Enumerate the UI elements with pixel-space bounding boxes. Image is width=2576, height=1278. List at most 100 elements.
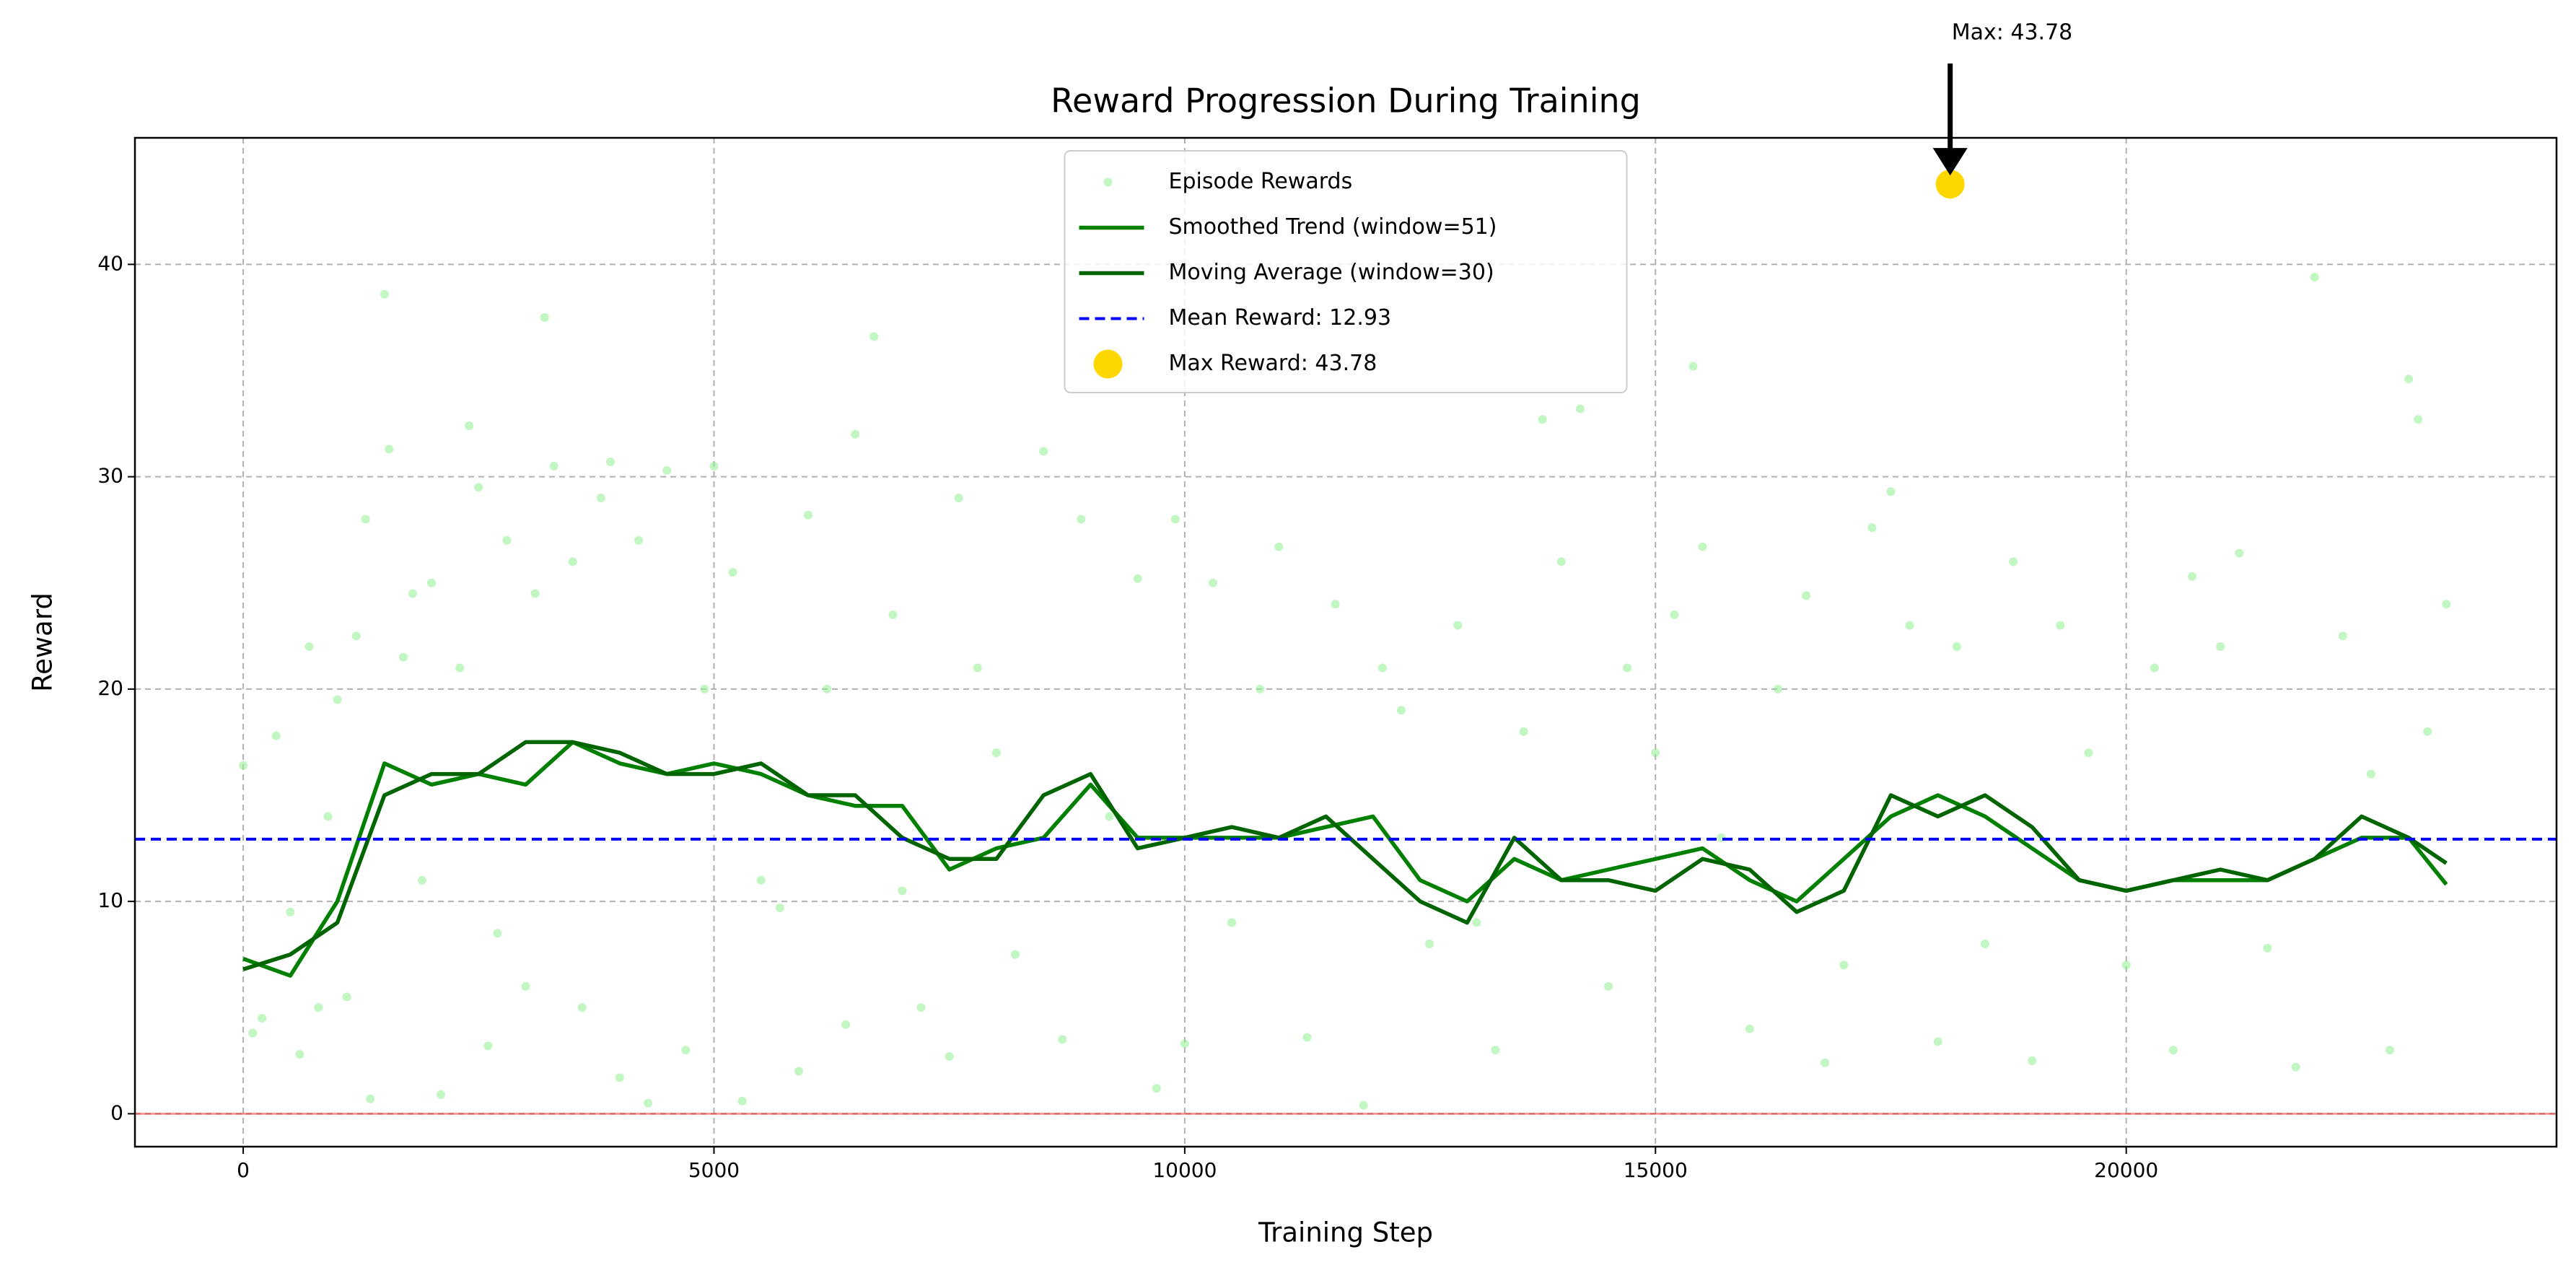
scatter-point [2414, 415, 2423, 424]
scatter-point [1698, 542, 1707, 551]
scatter-point [1519, 727, 1528, 736]
scatter-point [540, 312, 549, 322]
scatter-point [1905, 621, 1914, 630]
scatter-point [991, 748, 1001, 758]
legend-label: Episode Rewards [1169, 169, 1353, 194]
scatter-point [945, 1051, 954, 1061]
scatter-point [794, 1067, 803, 1076]
scatter-point [1011, 950, 1020, 959]
scatter-point [1256, 684, 1265, 693]
scatter-point [615, 1073, 624, 1082]
scatter-point [493, 929, 502, 938]
scatter-point [342, 992, 351, 1002]
scatter-point [577, 1003, 587, 1012]
scatter-point [1575, 404, 1585, 413]
scatter-point [398, 652, 408, 662]
y-tick-label: 40 [97, 251, 123, 275]
y-axis-label: Reward [27, 592, 58, 692]
scatter-point [1745, 1024, 1754, 1033]
legend-label: Mean Reward: 12.93 [1169, 305, 1392, 331]
scatter-point [1377, 663, 1387, 673]
legend-key [1093, 349, 1123, 379]
scatter-point [869, 332, 879, 341]
scatter-point [351, 631, 361, 641]
scatter-point [605, 458, 615, 467]
scatter-point [2168, 1046, 2178, 1055]
scatter-point [644, 1098, 653, 1108]
scatter-point [2404, 375, 2414, 384]
scatter-point [973, 663, 982, 673]
scatter-point [385, 445, 394, 454]
scatter-point [1302, 1033, 1312, 1042]
chart-title: Reward Progression During Training [1051, 82, 1641, 121]
scatter-point [1556, 557, 1566, 566]
scatter-point [408, 589, 417, 598]
scatter-point [1717, 833, 1726, 842]
legend-box [1064, 150, 1628, 393]
scatter-point [1105, 812, 1114, 821]
annotation-arrowhead [1932, 148, 1968, 176]
scatter-point [521, 981, 530, 991]
y-tick-label: 20 [97, 676, 123, 700]
x-tick-label: 20000 [2094, 1158, 2158, 1182]
annotation: Max: 43.78 [1952, 20, 2073, 45]
scatter-point [662, 465, 672, 475]
trend-line [242, 740, 2448, 971]
scatter-point [2084, 748, 2093, 758]
scatter-point [1227, 918, 1237, 927]
scatter-point [596, 494, 605, 503]
y-tick-label: 0 [110, 1100, 123, 1124]
scatter-point [2216, 642, 2225, 652]
scatter-point [323, 812, 333, 821]
scatter-point [568, 557, 577, 566]
scatter-point [2386, 1046, 2395, 1055]
scatter-point [2366, 769, 2375, 779]
plot-area [135, 273, 2557, 1110]
scatter-point [417, 875, 426, 885]
legend-label: Moving Average (window=30) [1169, 260, 1494, 285]
scatter-point [1274, 542, 1284, 551]
scatter-point [305, 642, 314, 652]
scatter-point [1359, 1100, 1368, 1110]
scatter-point [2056, 621, 2065, 630]
scatter-point [1867, 523, 1877, 533]
scatter-point [437, 1090, 446, 1099]
scatter-point [1425, 939, 1434, 948]
scatter-point [427, 578, 437, 587]
scatter-point [2263, 943, 2272, 953]
scatter-point [2338, 631, 2347, 641]
scatter-point [1453, 621, 1463, 630]
scatter-point [634, 535, 644, 545]
scatter-point [248, 1028, 258, 1038]
scatter-point [1773, 684, 1782, 693]
scatter-point [239, 761, 248, 770]
scatter-point [823, 684, 832, 693]
scatter-point [1802, 591, 1811, 600]
scatter-point [1538, 415, 1547, 424]
scatter-point [756, 875, 766, 885]
scatter-point [916, 1003, 926, 1012]
x-tick-label: 0 [237, 1158, 250, 1182]
scatter-point [888, 610, 898, 619]
scatter-point [2291, 1062, 2300, 1072]
scatter-point [295, 1049, 305, 1059]
scatter-point [2009, 557, 2018, 566]
scatter-point [775, 903, 784, 912]
scatter-point [1491, 1046, 1500, 1055]
scatter-point [465, 421, 474, 431]
scatter-point [333, 695, 342, 704]
scatter-point [737, 1096, 747, 1106]
max-point [1935, 170, 1965, 199]
scatter-point [2235, 548, 2244, 558]
scatter-point [361, 515, 370, 524]
scatter-point [502, 535, 512, 545]
x-tick-label: 15000 [1624, 1158, 1688, 1182]
scatter-point [1077, 515, 1086, 524]
scatter-point [700, 684, 709, 693]
scatter-point [1039, 447, 1048, 456]
scatter-point [530, 589, 540, 598]
scatter-point [2310, 273, 2319, 282]
scatter-point [954, 494, 963, 503]
scatter-point [1152, 1084, 1161, 1093]
scatter-point [851, 429, 860, 439]
